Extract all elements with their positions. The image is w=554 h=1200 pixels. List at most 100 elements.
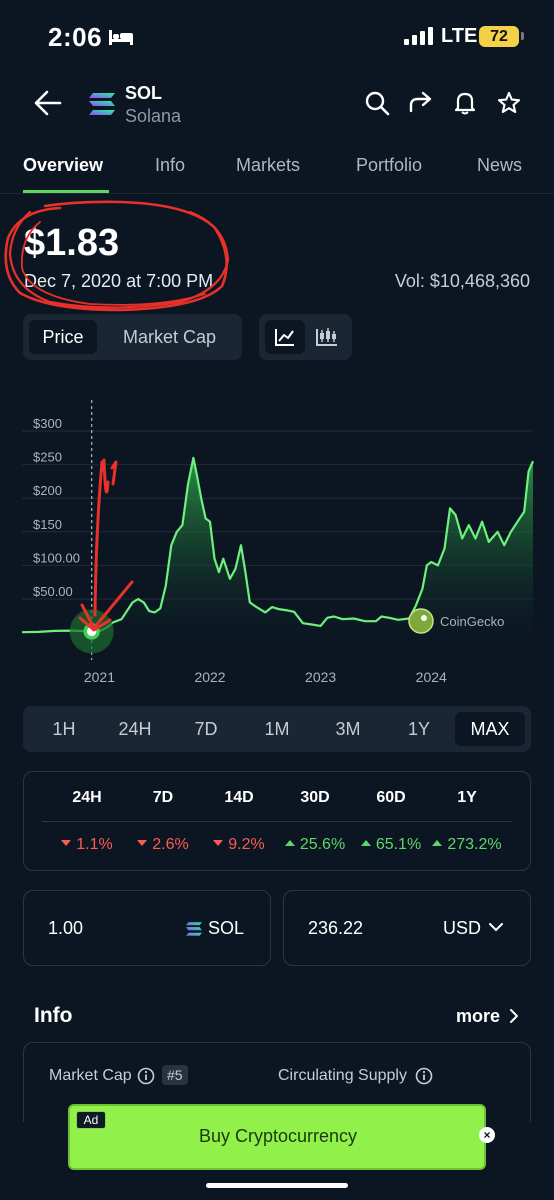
- market-cap-label: Market Cap: [49, 1067, 132, 1084]
- candlestick-icon: [316, 328, 337, 346]
- bell-icon[interactable]: [452, 90, 478, 116]
- circulating-supply-label: Circulating Supply: [278, 1067, 407, 1084]
- coin-symbol: SOL: [125, 83, 163, 103]
- perf-value: 273.2%: [422, 836, 512, 854]
- perf-header-7d: 7D: [152, 789, 174, 806]
- fiat-amount-field[interactable]: 236.22 USD: [283, 890, 531, 966]
- tab-news[interactable]: News: [477, 155, 523, 175]
- star-icon[interactable]: [496, 90, 522, 116]
- status-bar: 2:06 LTE 72: [0, 0, 554, 70]
- perf-value: 1.1%: [42, 836, 132, 854]
- up-arrow-icon: [432, 839, 443, 846]
- sleep-focus-icon: [109, 30, 133, 45]
- share-icon[interactable]: [408, 90, 434, 116]
- coingecko-eye: [421, 615, 427, 621]
- solana-logo-icon: [186, 922, 202, 936]
- up-arrow-icon: [284, 839, 295, 846]
- price-toggle[interactable]: Price: [29, 320, 97, 354]
- y-tick-label: $100.00: [33, 550, 80, 565]
- red-arrow-annotation: [78, 458, 134, 632]
- more-label: more: [456, 1006, 501, 1026]
- price-line: [21, 456, 535, 634]
- range-24h[interactable]: 24H: [118, 719, 152, 739]
- price-date: Dec 7, 2020 at 7:00 PM: [24, 271, 214, 291]
- perf-value-7d: 2.6%: [152, 836, 189, 853]
- range-max[interactable]: MAX: [455, 712, 525, 746]
- fiat-currency-select[interactable]: USD: [443, 918, 482, 938]
- active-tab-indicator: [23, 190, 109, 193]
- down-arrow-icon: [61, 839, 72, 846]
- y-tick-label: $200: [33, 483, 62, 498]
- volume: Vol: $10,468,360: [394, 271, 530, 291]
- performance-table: 24H 7D 14D 30D 60D 1Y 1.1% 2.6% 9.2% 25.…: [23, 771, 531, 871]
- x-tick-label: 2024: [416, 669, 447, 685]
- perf-value: 2.6%: [118, 836, 208, 854]
- coingecko-watermark: CoinGecko: [408, 608, 504, 634]
- info-circle-icon[interactable]: [137, 1067, 155, 1085]
- fiat-amount[interactable]: 236.22: [308, 918, 364, 938]
- x-tick-label: 2021: [84, 669, 115, 685]
- network-type: LTE: [441, 25, 478, 47]
- coin-header: SOL Solana: [0, 75, 554, 135]
- range-1m[interactable]: 1M: [264, 719, 290, 739]
- coin-amount[interactable]: 1.00: [48, 918, 84, 938]
- perf-value-30d: 25.6%: [299, 836, 346, 853]
- line-chart-button[interactable]: [265, 320, 305, 354]
- range-1y[interactable]: 1Y: [407, 719, 431, 739]
- solana-logo-icon: [89, 93, 115, 115]
- time-range-selector: 1H 24H 7D 1M 3M 1Y MAX: [23, 706, 531, 752]
- range-1h[interactable]: 1H: [52, 719, 76, 739]
- chart-type-toggle: [259, 314, 352, 360]
- perf-value-60d: 65.1%: [375, 836, 422, 853]
- home-indicator[interactable]: [206, 1183, 348, 1188]
- tab-overview[interactable]: Overview: [23, 155, 104, 175]
- line-chart-icon: [275, 329, 294, 346]
- candlestick-chart-button[interactable]: [307, 320, 347, 354]
- tab-bar: Overview Info Markets Portfolio News: [0, 150, 554, 194]
- perf-header-14d: 14D: [224, 789, 254, 806]
- info-more-link[interactable]: more: [456, 1006, 519, 1027]
- coingecko-label: CoinGecko: [440, 614, 504, 629]
- search-icon[interactable]: [364, 90, 390, 116]
- x-tick-label: 2022: [194, 669, 225, 685]
- range-7d[interactable]: 7D: [194, 719, 218, 739]
- y-tick-label: $300: [33, 416, 62, 431]
- tab-info[interactable]: Info: [155, 155, 186, 175]
- chevron-right-icon: [510, 1009, 519, 1023]
- coingecko-logo-icon: [408, 608, 434, 634]
- ad-banner[interactable]: Ad Buy Cryptocurrency: [68, 1104, 486, 1170]
- ad-badge: Ad: [76, 1111, 106, 1129]
- y-tick-label: $50.00: [33, 584, 73, 599]
- info-section-title: Info: [34, 1004, 73, 1027]
- battery-icon: 72: [479, 26, 519, 47]
- cellular-signal-icon: [404, 27, 433, 45]
- info-stats-card: Market Cap #5 Circulating Supply: [23, 1042, 531, 1122]
- coin-name: Solana: [125, 106, 182, 126]
- perf-value: 65.1%: [346, 836, 436, 854]
- price-marketcap-toggle: Price Market Cap: [23, 314, 242, 360]
- divider: [42, 821, 512, 822]
- price-chart[interactable]: $300 $250 $200 $150 $100.00 $50.00 2021 2022 20…: [0, 390, 554, 690]
- down-arrow-icon: [213, 839, 224, 846]
- perf-value-1y: 273.2%: [447, 836, 502, 853]
- x-tick-label: 2023: [305, 669, 336, 685]
- back-arrow-icon[interactable]: [34, 90, 62, 116]
- market-cap-toggle[interactable]: Market Cap: [122, 327, 217, 347]
- range-3m[interactable]: 3M: [335, 719, 361, 739]
- y-tick-label: $150: [33, 517, 62, 532]
- close-icon[interactable]: ×: [479, 1127, 495, 1143]
- perf-header-30d: 30D: [300, 789, 330, 806]
- coin-amount-field[interactable]: 1.00 SOL: [23, 890, 271, 966]
- perf-header-60d: 60D: [376, 789, 406, 806]
- ad-cta[interactable]: Buy Cryptocurrency: [198, 1126, 358, 1146]
- down-arrow-icon: [137, 839, 148, 846]
- coin-unit: SOL: [208, 918, 245, 938]
- tab-portfolio[interactable]: Portfolio: [356, 155, 423, 175]
- chevron-down-icon[interactable]: [489, 922, 503, 932]
- current-price: $1.83: [24, 222, 120, 264]
- market-cap-rank-badge: #5: [162, 1065, 188, 1085]
- perf-value: 9.2%: [194, 836, 284, 854]
- battery-tip: [521, 32, 524, 40]
- info-circle-icon[interactable]: [415, 1067, 433, 1085]
- tab-markets[interactable]: Markets: [236, 155, 301, 175]
